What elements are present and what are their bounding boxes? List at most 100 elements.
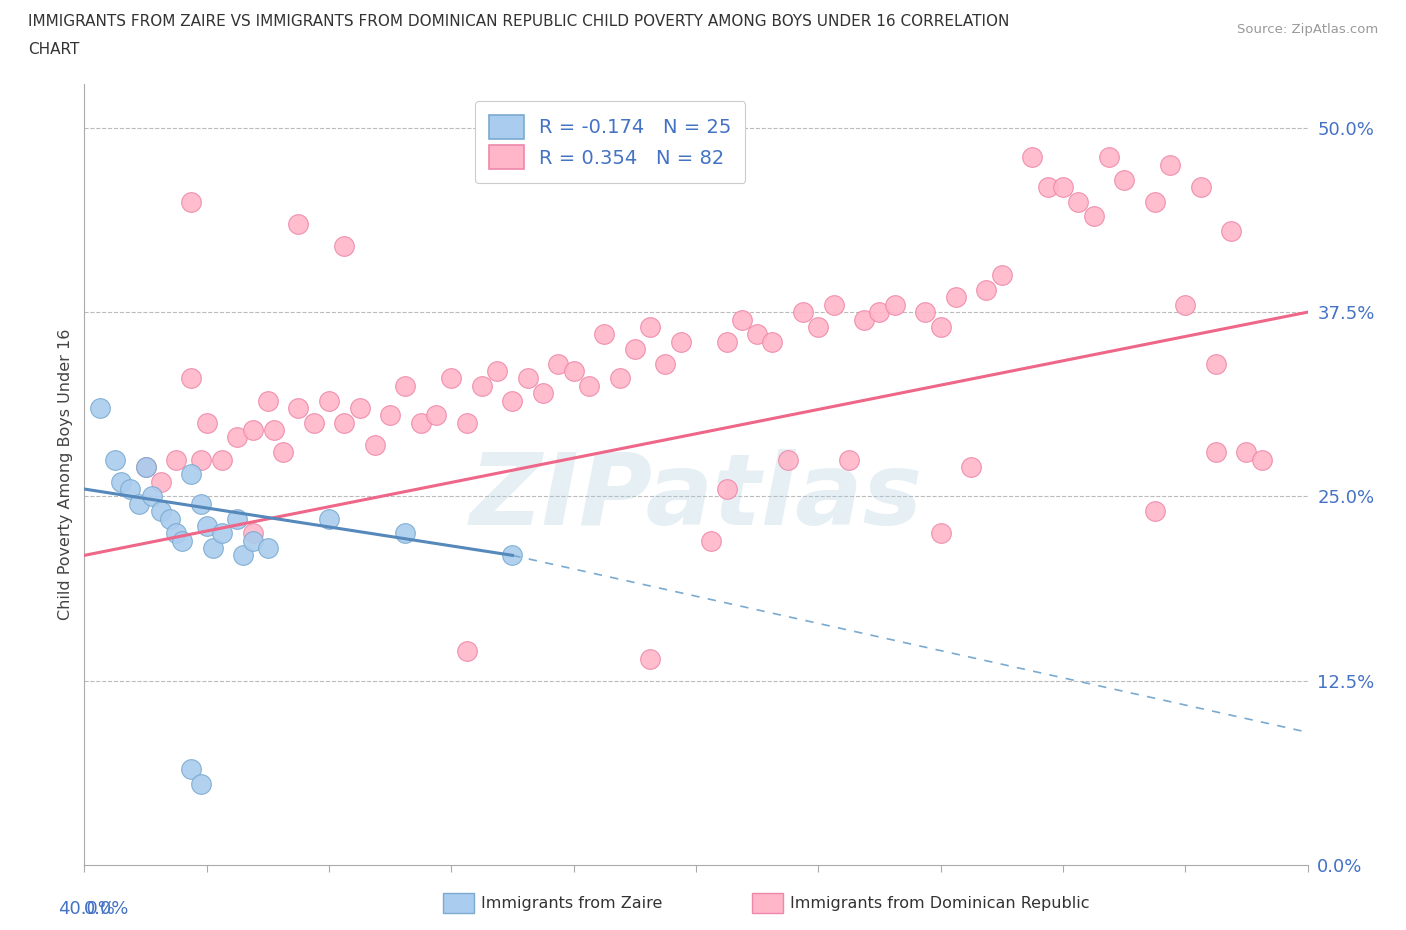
Point (516, 371, 538, 386)
Point (609, 371, 631, 386)
Point (242, 525, 264, 540)
Point (302, 416, 325, 431)
Point (409, 416, 432, 431)
Text: ZIPatlas: ZIPatlas (470, 449, 922, 546)
Point (159, 512, 181, 526)
Point (1143, 504, 1166, 519)
Point (349, 401, 371, 416)
Point (180, 467, 202, 482)
Point (502, 393, 524, 408)
Point (624, 341, 647, 356)
Point (1159, 157, 1181, 172)
Point (883, 298, 905, 312)
Point (257, 540, 280, 555)
Point (318, 512, 340, 526)
Point (1021, 150, 1043, 165)
Point (180, 194, 202, 209)
Point (792, 305, 814, 320)
Point (226, 430, 249, 445)
Point (502, 548, 524, 563)
Point (394, 379, 416, 393)
Point (257, 393, 280, 408)
Point (1174, 298, 1197, 312)
Point (190, 497, 212, 512)
Point (149, 504, 172, 519)
Point (318, 393, 340, 408)
Point (1205, 356, 1227, 371)
Legend: R = -0.174   N = 25, R = 0.354   N = 82: R = -0.174 N = 25, R = 0.354 N = 82 (475, 101, 745, 182)
Point (976, 283, 998, 298)
Point (1083, 209, 1105, 224)
Point (562, 364, 585, 379)
Point (1098, 150, 1121, 165)
Point (547, 356, 569, 371)
Point (486, 364, 509, 379)
Point (638, 320, 661, 335)
Point (89, 401, 111, 416)
Point (1189, 179, 1212, 194)
Point (578, 379, 600, 393)
Point (425, 408, 447, 423)
Text: Immigrants from Zaire: Immigrants from Zaire (481, 897, 662, 911)
Point (1143, 194, 1166, 209)
Point (929, 525, 952, 540)
Point (263, 422, 285, 437)
Point (700, 533, 723, 548)
Point (201, 540, 224, 555)
Point (149, 474, 172, 489)
Point (654, 356, 676, 371)
Point (180, 762, 202, 777)
Point (394, 525, 416, 540)
Point (232, 548, 254, 563)
Point (869, 305, 891, 320)
Point (172, 533, 194, 548)
Point (333, 238, 356, 253)
Point (456, 644, 478, 658)
Point (364, 437, 387, 452)
Point (226, 512, 249, 526)
Point (190, 777, 212, 791)
Point (135, 459, 157, 474)
Point (333, 416, 356, 431)
Text: IMMIGRANTS FROM ZAIRE VS IMMIGRANTS FROM DOMINICAN REPUBLIC CHILD POVERTY AMONG : IMMIGRANTS FROM ZAIRE VS IMMIGRANTS FROM… (28, 14, 1010, 29)
Point (1250, 452, 1272, 467)
Point (914, 305, 936, 320)
Point (141, 489, 163, 504)
Text: Source: ZipAtlas.com: Source: ZipAtlas.com (1237, 23, 1378, 36)
Point (380, 408, 402, 423)
Point (716, 482, 738, 497)
Point (440, 371, 463, 386)
Point (761, 334, 783, 349)
Point (1052, 179, 1074, 194)
Point (110, 474, 132, 489)
Point (593, 326, 616, 341)
Point (838, 452, 860, 467)
Point (807, 320, 830, 335)
Point (747, 326, 769, 341)
Point (120, 482, 142, 497)
Point (1036, 179, 1059, 194)
Point (716, 334, 738, 349)
Point (135, 459, 157, 474)
Point (242, 533, 264, 548)
Point (1114, 172, 1136, 187)
Point (945, 290, 967, 305)
Point (211, 525, 233, 540)
Point (1220, 223, 1243, 238)
Point (531, 386, 554, 401)
Point (823, 298, 845, 312)
Point (195, 416, 218, 431)
Point (456, 416, 478, 431)
Point (271, 445, 294, 459)
Point (287, 401, 309, 416)
Point (1236, 445, 1258, 459)
Point (165, 525, 187, 540)
Point (471, 379, 494, 393)
Point (669, 334, 692, 349)
Point (853, 312, 876, 327)
Point (1067, 194, 1090, 209)
Text: CHART: CHART (28, 42, 80, 57)
Text: Immigrants from Dominican Republic: Immigrants from Dominican Republic (790, 897, 1090, 911)
Point (242, 422, 264, 437)
Point (638, 651, 661, 666)
